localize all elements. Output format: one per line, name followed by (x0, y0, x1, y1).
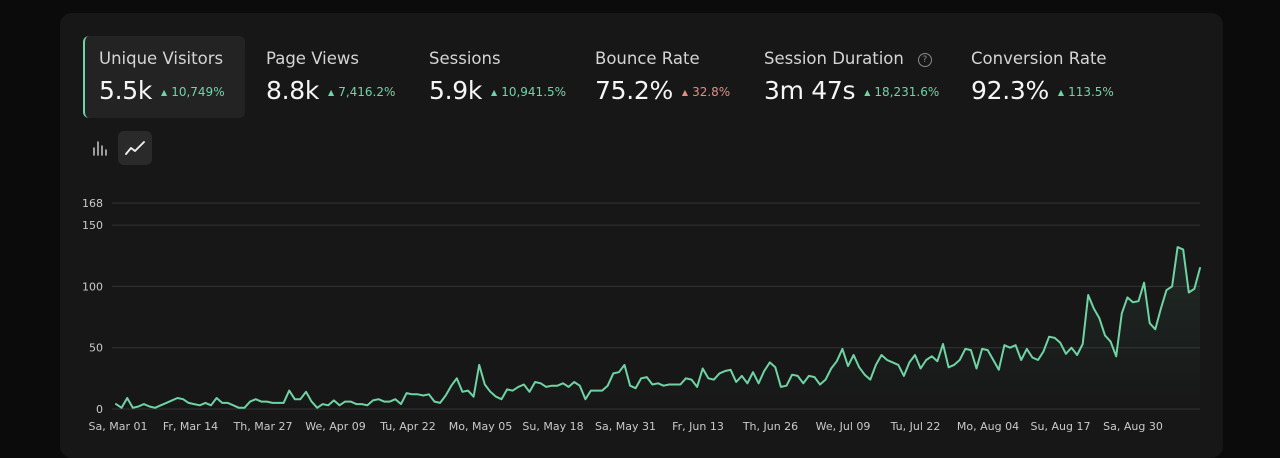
x-tick-label: Su, Aug 17 (1031, 420, 1091, 433)
metric-label: Bounce Rate (595, 49, 700, 68)
x-tick-label: Sa, Aug 30 (1103, 420, 1163, 433)
metric-value: 5.9k (429, 76, 483, 105)
bar-chart-icon (93, 141, 107, 156)
x-tick-label: Mo, May 05 (449, 420, 512, 433)
metric-label: Session Duration? (764, 48, 948, 70)
trend-up-icon: ▲ (864, 88, 871, 97)
metric-sessions[interactable]: Sessions 5.9k ▲ 10,941.5% (413, 36, 578, 118)
metric-value: 92.3% (971, 76, 1049, 105)
metric-change: ▲ 32.8% (681, 85, 731, 99)
metric-value: 3m 47s (764, 76, 856, 105)
metric-page-views[interactable]: Page Views 8.8k ▲ 7,416.2% (250, 36, 400, 118)
trend-up-icon: ▲ (1057, 88, 1065, 97)
x-tick-label: Sa, Mar 01 (89, 420, 148, 433)
x-tick-label: Th, Jun 26 (742, 420, 798, 433)
x-tick-label: Su, May 18 (522, 420, 583, 433)
metric-value: 5.5k (99, 76, 153, 105)
trend-up-icon: ▲ (491, 88, 498, 97)
metric-label: Unique Visitors (99, 49, 224, 68)
trend-up-icon: ▲ (681, 88, 689, 97)
x-tick-label: Fr, Mar 14 (163, 420, 218, 433)
line-chart-icon (125, 141, 145, 155)
metric-conversion-rate[interactable]: Conversion Rate 92.3% ▲ 113.5% (955, 36, 1125, 118)
metric-value: 75.2% (595, 76, 673, 105)
metric-label: Sessions (429, 49, 501, 68)
y-tick-label: 50 (89, 342, 103, 355)
series-line (115, 246, 1201, 409)
bar-chart-toggle[interactable] (83, 131, 117, 165)
metric-value: 8.8k (266, 76, 320, 105)
metric-change: ▲ 10,749% (161, 85, 225, 99)
series-area (116, 247, 1200, 409)
line-chart-toggle[interactable] (118, 131, 152, 165)
metric-change: ▲ 10,941.5% (491, 85, 567, 99)
help-icon[interactable]: ? (917, 53, 932, 67)
x-tick-label: We, Apr 09 (305, 420, 366, 433)
metric-change: ▲ 18,231.6% (864, 85, 940, 99)
metric-bounce-rate[interactable]: Bounce Rate 75.2% ▲ 32.8% (579, 36, 739, 118)
trend-up-icon: ▲ (328, 88, 335, 97)
metric-unique-visitors[interactable]: Unique Visitors 5.5k ▲ 10,749% (83, 36, 245, 118)
x-tick-label: Tu, Jul 22 (890, 420, 941, 433)
y-tick-label: 168 (82, 197, 103, 210)
metric-session-duration[interactable]: Session Duration? 3m 47s ▲ 18,231.6% (748, 36, 948, 118)
metric-change: ▲ 113.5% (1057, 85, 1114, 99)
y-tick-label: 150 (82, 219, 103, 232)
x-tick-label: Fr, Jun 13 (672, 420, 724, 433)
x-tick-label: Tu, Apr 22 (379, 420, 436, 433)
x-tick-label: Sa, May 31 (595, 420, 656, 433)
trend-up-icon: ▲ (161, 88, 168, 97)
metric-label: Page Views (266, 49, 359, 68)
metric-label: Conversion Rate (971, 49, 1107, 68)
metric-change: ▲ 7,416.2% (328, 85, 396, 99)
y-tick-label: 0 (96, 403, 103, 416)
y-tick-label: 100 (82, 280, 103, 293)
x-tick-label: Mo, Aug 04 (957, 420, 1019, 433)
x-tick-label: Th, Mar 27 (233, 420, 293, 433)
x-tick-label: We, Jul 09 (816, 420, 871, 433)
